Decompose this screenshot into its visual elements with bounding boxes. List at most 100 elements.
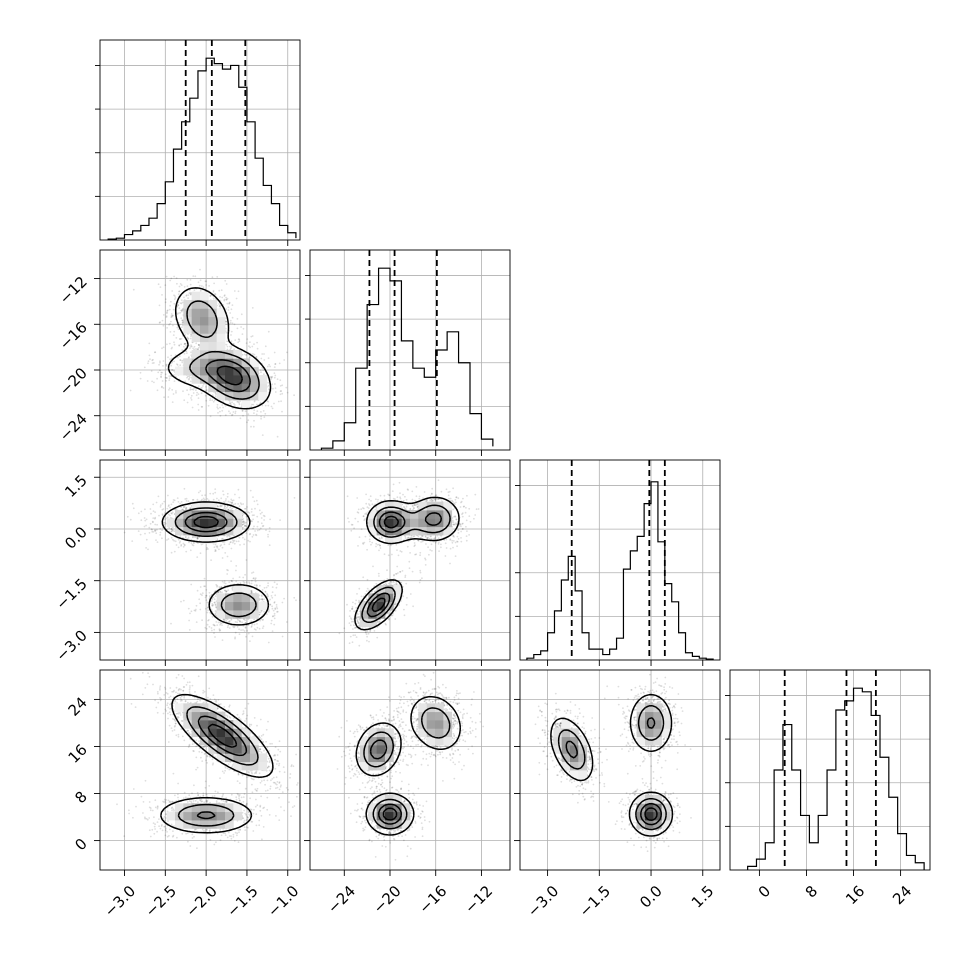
sample-point bbox=[266, 400, 269, 402]
density-cell bbox=[200, 341, 209, 351]
sample-point bbox=[229, 319, 232, 322]
sample-point bbox=[269, 598, 271, 601]
sample-point bbox=[183, 286, 186, 288]
density-cell bbox=[233, 358, 243, 368]
sample-point bbox=[213, 632, 215, 634]
sample-point bbox=[281, 601, 284, 604]
sample-point bbox=[247, 624, 250, 627]
sample-point bbox=[273, 614, 276, 617]
sample-point bbox=[224, 552, 227, 554]
sample-point bbox=[156, 541, 159, 543]
sample-point bbox=[186, 352, 188, 354]
sample-point bbox=[253, 623, 256, 626]
sample-point bbox=[144, 508, 146, 511]
sample-point bbox=[271, 607, 274, 610]
sample-point bbox=[274, 363, 277, 365]
sample-point bbox=[179, 311, 182, 314]
sample-point bbox=[183, 506, 185, 508]
density-cell bbox=[183, 300, 193, 309]
sample-point bbox=[156, 389, 159, 392]
sample-point bbox=[208, 595, 211, 597]
sample-point bbox=[224, 589, 226, 592]
density-cell bbox=[225, 518, 234, 528]
sample-point bbox=[178, 344, 181, 347]
sample-point bbox=[397, 554, 400, 557]
sample-point bbox=[228, 620, 230, 623]
sample-point bbox=[150, 512, 152, 515]
sample-point bbox=[235, 580, 238, 583]
sample-point bbox=[272, 615, 274, 617]
sample-point bbox=[221, 624, 223, 626]
sample-point bbox=[170, 375, 173, 378]
sample-point bbox=[181, 360, 184, 362]
sample-point bbox=[271, 605, 273, 608]
sample-point bbox=[159, 361, 161, 364]
sample-point bbox=[188, 292, 191, 295]
sample-point bbox=[195, 604, 198, 607]
sample-point bbox=[173, 360, 176, 363]
sample-point bbox=[165, 363, 168, 366]
sample-point bbox=[242, 513, 245, 515]
sample-point bbox=[132, 507, 135, 510]
sample-point bbox=[253, 514, 255, 516]
density-cell bbox=[216, 593, 226, 603]
sample-point bbox=[260, 357, 263, 360]
sample-point bbox=[199, 586, 202, 588]
sample-point bbox=[190, 583, 193, 586]
sample-point bbox=[249, 489, 252, 492]
sample-point bbox=[219, 622, 222, 625]
sample-point bbox=[218, 586, 221, 588]
sample-point bbox=[189, 388, 192, 391]
sample-point bbox=[201, 592, 204, 594]
sample-point bbox=[185, 342, 187, 345]
sample-point bbox=[226, 492, 229, 495]
sample-point bbox=[231, 414, 233, 417]
sample-point bbox=[253, 628, 256, 630]
sample-point bbox=[190, 344, 192, 346]
density-cell bbox=[258, 383, 268, 393]
sample-point bbox=[226, 535, 229, 538]
sample-point bbox=[258, 509, 261, 512]
sample-point bbox=[159, 504, 162, 507]
density-cell bbox=[233, 526, 243, 536]
sample-point bbox=[168, 387, 171, 390]
density-cell bbox=[241, 383, 251, 393]
sample-point bbox=[247, 539, 250, 542]
sample-point bbox=[224, 405, 227, 407]
sample-point bbox=[180, 284, 183, 286]
sample-point bbox=[295, 599, 297, 602]
sample-point bbox=[189, 549, 192, 552]
sample-point bbox=[260, 610, 262, 612]
sample-point bbox=[184, 342, 186, 345]
sample-point bbox=[215, 612, 217, 614]
sample-point bbox=[177, 304, 180, 307]
sample-point bbox=[260, 517, 263, 519]
sample-point bbox=[213, 598, 216, 601]
sample-point bbox=[206, 601, 209, 604]
sample-point bbox=[159, 286, 162, 288]
sample-point bbox=[229, 402, 232, 405]
sample-point bbox=[251, 579, 253, 582]
sample-point bbox=[263, 610, 265, 613]
sample-point bbox=[180, 299, 183, 302]
sample-point bbox=[179, 540, 182, 543]
sample-point bbox=[170, 362, 173, 364]
sample-point bbox=[177, 538, 180, 541]
sample-point bbox=[256, 515, 259, 518]
sample-point bbox=[242, 518, 245, 520]
sample-point bbox=[233, 290, 236, 292]
sample-point bbox=[189, 337, 192, 340]
sample-point bbox=[228, 400, 231, 402]
sample-point bbox=[267, 595, 269, 598]
sample-point bbox=[261, 595, 263, 598]
sample-point bbox=[181, 322, 184, 324]
sample-point bbox=[200, 405, 203, 408]
sample-point bbox=[200, 543, 203, 546]
sample-point bbox=[165, 365, 168, 367]
sample-point bbox=[154, 517, 156, 520]
sample-point bbox=[165, 275, 168, 278]
sample-point bbox=[219, 306, 222, 308]
sample-point bbox=[363, 507, 365, 510]
sample-point bbox=[267, 535, 269, 538]
sample-point bbox=[195, 621, 198, 623]
